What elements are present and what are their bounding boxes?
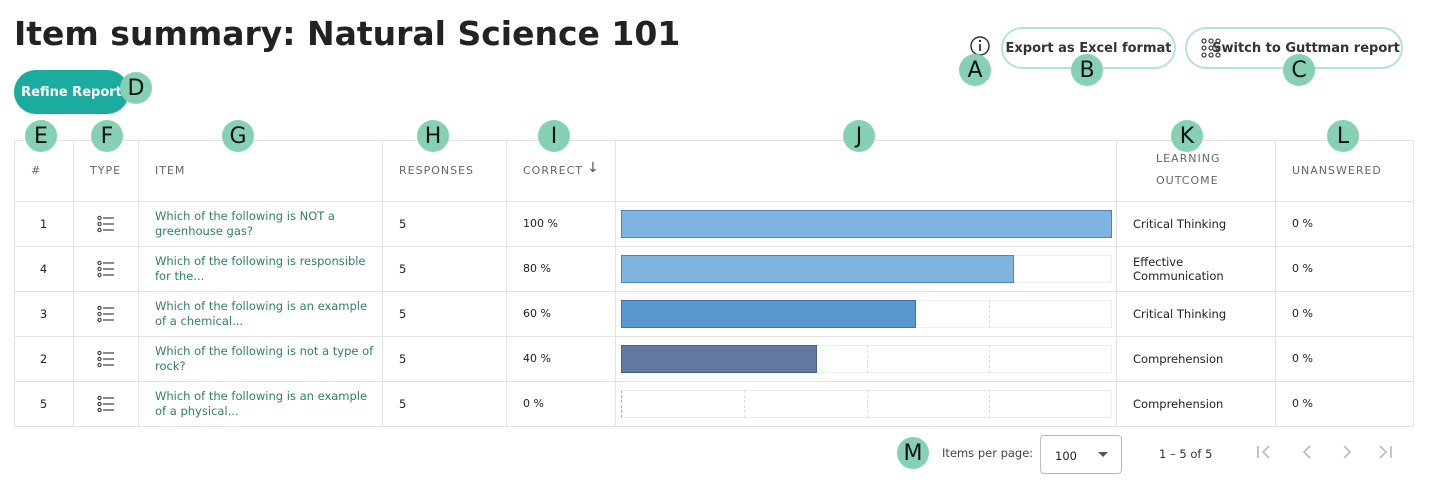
column-header: ITEM bbox=[155, 164, 186, 177]
column-header: RESPONSES bbox=[399, 164, 475, 177]
annotation-marker: H bbox=[417, 120, 449, 152]
annotation-marker: L bbox=[1327, 120, 1359, 152]
grid-icon bbox=[1201, 38, 1221, 58]
pagination-nav bbox=[1257, 445, 1392, 459]
row-number: 3 bbox=[39, 306, 48, 321]
annotation-marker: M bbox=[897, 437, 929, 469]
first-page[interactable] bbox=[1257, 445, 1270, 459]
correct-label: 60 % bbox=[523, 306, 551, 320]
item-link[interactable]: Which of the following is not a type of … bbox=[155, 343, 374, 373]
correct-bar bbox=[621, 344, 818, 373]
row-number: 5 bbox=[39, 396, 48, 411]
responses: 5 bbox=[399, 351, 407, 366]
learning-outcome: Comprehension bbox=[1133, 351, 1224, 366]
column-border bbox=[1413, 140, 1414, 426]
learning-outcome: Comprehension bbox=[1133, 396, 1224, 411]
dropdown-arrow bbox=[1098, 452, 1108, 457]
bar-grid-line bbox=[743, 389, 745, 418]
column-border bbox=[1116, 140, 1117, 426]
item-link[interactable]: Which of the following is NOT a greenhou… bbox=[155, 208, 335, 238]
correct-label: 80 % bbox=[523, 261, 551, 275]
bar-grid-line bbox=[989, 344, 991, 373]
responses: 5 bbox=[399, 306, 407, 321]
column-header: # bbox=[31, 164, 42, 177]
type-icon bbox=[97, 260, 115, 278]
column-border bbox=[615, 140, 616, 426]
annotation-marker: K bbox=[1171, 120, 1203, 152]
column-border bbox=[138, 140, 139, 426]
annotation-marker: I bbox=[538, 120, 570, 152]
type-icon bbox=[97, 395, 115, 413]
annotation-marker: C bbox=[1283, 54, 1315, 86]
page-size-select[interactable]: 100 bbox=[1040, 435, 1122, 474]
annotation-marker: E bbox=[25, 120, 57, 152]
annotation-marker: G bbox=[222, 120, 254, 152]
type-icon bbox=[97, 350, 115, 368]
page-title: Item summary: Natural Science 101 bbox=[14, 14, 681, 53]
table-border bbox=[14, 140, 1413, 141]
refine-button[interactable]: Refine Report bbox=[14, 70, 129, 114]
row-border bbox=[14, 381, 1413, 382]
page-range: 1 – 5 of 5 bbox=[1159, 447, 1213, 461]
last-page[interactable] bbox=[1379, 445, 1392, 459]
annotation-marker: F bbox=[91, 120, 123, 152]
correct-bar bbox=[621, 299, 916, 328]
correct-label: 0 % bbox=[523, 396, 544, 410]
row-border bbox=[14, 291, 1413, 292]
row-border bbox=[14, 426, 1413, 427]
unanswered: 0 % bbox=[1292, 396, 1313, 410]
annotation-marker: B bbox=[1071, 54, 1103, 86]
unanswered: 0 % bbox=[1292, 351, 1313, 365]
responses: 5 bbox=[399, 216, 407, 231]
annotation-marker: D bbox=[120, 72, 152, 104]
bar-grid-line bbox=[989, 389, 991, 418]
item-link[interactable]: Which of the following is responsible fo… bbox=[155, 253, 366, 283]
column-border bbox=[382, 140, 383, 426]
column-header: CORRECT bbox=[523, 164, 583, 177]
column-header: TYPE bbox=[90, 164, 122, 177]
bar-grid-line bbox=[866, 389, 868, 418]
bar-grid-line bbox=[989, 299, 991, 328]
annotation-marker: A bbox=[959, 54, 991, 86]
unanswered: 0 % bbox=[1292, 261, 1313, 275]
column-header: UNANSWERED bbox=[1292, 164, 1382, 177]
type-icon bbox=[97, 305, 115, 323]
item-link[interactable]: Which of the following is an example of … bbox=[155, 388, 368, 418]
row-border bbox=[14, 246, 1413, 247]
column-border bbox=[73, 140, 74, 426]
responses: 5 bbox=[399, 261, 407, 276]
sort-arrow: ↓ bbox=[587, 160, 599, 176]
learning-outcome: Critical Thinking bbox=[1133, 306, 1227, 321]
row-number: 2 bbox=[39, 351, 48, 366]
responses: 5 bbox=[399, 396, 407, 411]
correct-label: 100 % bbox=[523, 216, 558, 230]
column-border bbox=[506, 140, 507, 426]
next-page[interactable] bbox=[1343, 445, 1352, 459]
unanswered: 0 % bbox=[1292, 216, 1313, 230]
annotation-marker: J bbox=[843, 120, 875, 152]
bar-grid-line bbox=[866, 344, 868, 373]
column-border bbox=[14, 140, 15, 426]
row-number: 1 bbox=[39, 216, 48, 231]
learning-outcome: Critical Thinking bbox=[1133, 216, 1227, 231]
prev-page[interactable] bbox=[1302, 445, 1311, 459]
learning-outcome: Effective Communication bbox=[1133, 254, 1224, 283]
unanswered: 0 % bbox=[1292, 306, 1313, 320]
correct-bar bbox=[621, 254, 1014, 283]
item-link[interactable]: Which of the following is an example of … bbox=[155, 298, 368, 328]
row-border bbox=[14, 336, 1413, 337]
column-header: LEARNING OUTCOME bbox=[1156, 152, 1221, 187]
type-icon bbox=[97, 215, 115, 233]
page-size-value: 100 bbox=[1055, 449, 1077, 463]
table-border bbox=[14, 201, 1413, 202]
items-per-page-label: Items per page: bbox=[942, 446, 1034, 460]
correct-label: 40 % bbox=[523, 351, 551, 365]
correct-bar bbox=[621, 209, 1112, 238]
column-border bbox=[1275, 140, 1276, 426]
row-number: 4 bbox=[39, 261, 48, 276]
